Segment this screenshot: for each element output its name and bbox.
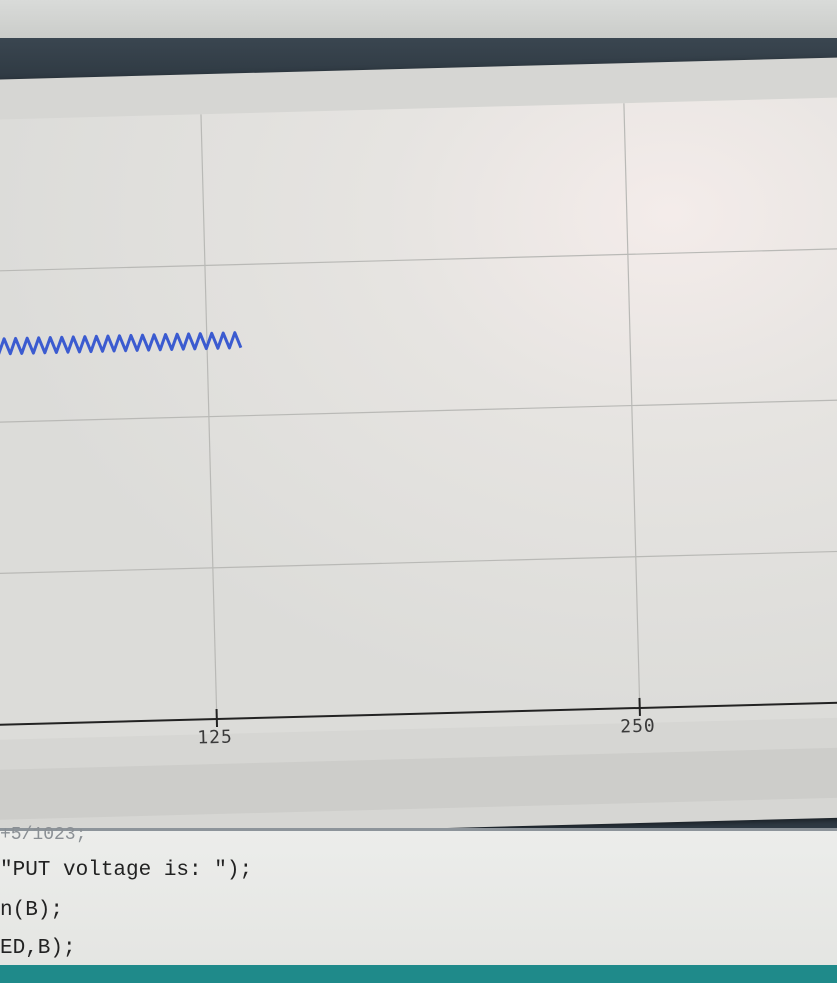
status-bar [0, 965, 837, 983]
vertical-gridline [200, 114, 218, 720]
code-line-1: +5/1023; [0, 825, 87, 845]
code-line-3: n(B); [0, 899, 64, 922]
horizontal-gridline [0, 398, 837, 423]
plot-area: 125 250 [0, 96, 837, 749]
x-tick-label-250: 250 [619, 715, 656, 738]
code-editor[interactable]: +5/1023; "PUT voltage is: "); n(B); ED,B… [0, 825, 837, 971]
plotter-controls-bar [0, 746, 837, 820]
horizontal-gridline [0, 247, 837, 272]
code-line-4: ED,B); [0, 937, 76, 960]
code-line-2: "PUT voltage is: "); [0, 859, 253, 882]
upper-window-edge [0, 0, 837, 42]
horizontal-gridline [0, 549, 837, 575]
x-axis-line [0, 700, 837, 726]
line-chart [0, 103, 837, 728]
series-trace [0, 331, 243, 356]
serial-plotter-window: 125 250 [0, 56, 837, 840]
x-tick-label-125: 125 [197, 726, 234, 749]
vertical-gridline [623, 103, 641, 708]
